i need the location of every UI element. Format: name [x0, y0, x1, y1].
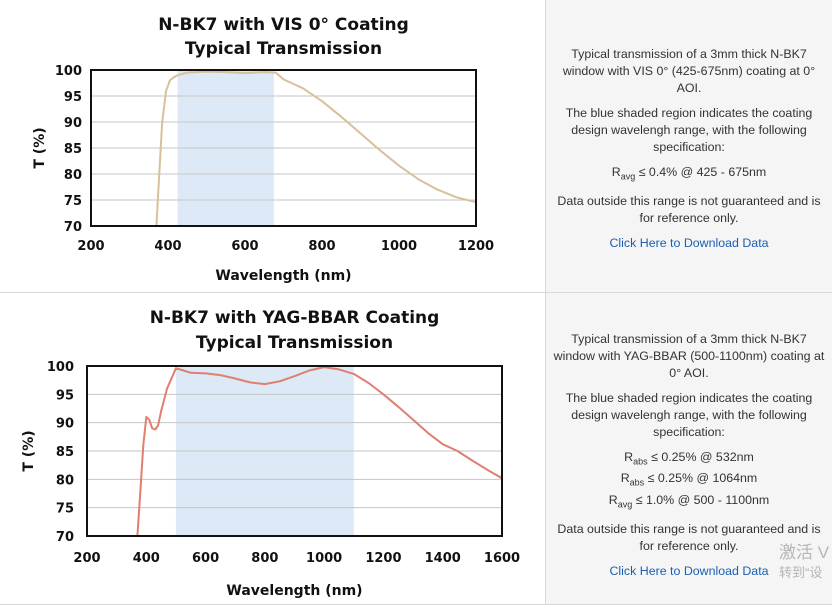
- y-axis-label: T (%): [32, 127, 48, 168]
- row-divider: [0, 604, 832, 605]
- spec-line: Rabs ≤ 0.25% @ 532nm: [624, 450, 754, 467]
- spec-symbol: R: [611, 165, 621, 179]
- y-tick-label: 100: [55, 64, 82, 79]
- spec-subscript: avg: [620, 171, 636, 182]
- transmission-line: [155, 70, 476, 226]
- chart-title-line: Typical Transmission: [185, 39, 382, 59]
- y-tick-label: 70: [56, 530, 74, 545]
- transmission-line: [136, 366, 502, 536]
- transmission-chart-yag-bbar: N-BK7 with YAG-BBAR Coating Typical Trans…: [21, 308, 520, 599]
- y-tick-label: 85: [64, 142, 82, 157]
- x-tick-label: 800: [251, 551, 278, 566]
- download-data-link[interactable]: Click Here to Download Data: [609, 236, 769, 251]
- plot-frame: [90, 69, 477, 227]
- spec-subscript: avg: [617, 499, 633, 510]
- x-axis-label: Wavelength (nm): [226, 583, 362, 599]
- shade-note: The blue shaded region indicates the coa…: [565, 391, 813, 439]
- x-tick-label: 1200: [365, 551, 401, 566]
- spec-symbol: R: [624, 450, 634, 464]
- chart-cell: N-BK7 with VIS 0° Coating Typical Transmi…: [0, 0, 545, 292]
- x-axis-label: Wavelength (nm): [215, 268, 351, 284]
- y-tick-label: 85: [56, 445, 74, 460]
- plot-frame: [86, 365, 503, 537]
- x-tick-label: 800: [308, 239, 335, 254]
- y-tick-label: 100: [47, 360, 74, 375]
- x-tick-label: 600: [192, 551, 219, 566]
- spec-value: ≤ 1.0% @ 500 - 1100nm: [635, 492, 770, 507]
- spec-list: Rabs ≤ 0.25% @ 532nm Rabs ≤ 0.25% @ 1064…: [552, 449, 826, 513]
- x-tick-label: 200: [73, 551, 100, 566]
- chart-title-line: Typical Transmission: [196, 333, 393, 353]
- disclaimer-text: Data outside this range is not guarantee…: [557, 522, 821, 554]
- spec-line: Ravg ≤ 1.0% @ 500 - 1100nm: [608, 492, 770, 510]
- spec-subscript: abs: [629, 477, 645, 488]
- spec-list: Ravg ≤ 0.4% @ 425 - 675nm: [552, 164, 826, 185]
- spec-line: Rabs ≤ 0.25% @ 1064nm: [620, 471, 758, 488]
- disclaimer-text: Data outside this range is not guarantee…: [557, 194, 821, 226]
- y-tick-label: 80: [64, 168, 82, 183]
- x-tick-label: 1200: [458, 239, 494, 254]
- chart-title-line: N-BK7 with YAG-BBAR Coating: [150, 308, 440, 328]
- y-tick-label: 95: [64, 90, 82, 105]
- spec-value: ≤ 0.25% @ 1064nm: [647, 471, 758, 486]
- download-data-link[interactable]: Click Here to Download Data: [609, 564, 769, 579]
- y-tick-label: 90: [56, 417, 74, 432]
- x-tick-label: 400: [154, 239, 181, 254]
- x-tick-label: 1000: [306, 551, 342, 566]
- description-block: Typical transmission of a 3mm thick N-BK…: [546, 46, 832, 252]
- transmission-chart-vis: N-BK7 with VIS 0° Coating Typical Transmi…: [32, 15, 494, 284]
- description-cell: Typical transmission of a 3mm thick N-BK…: [545, 293, 832, 605]
- description-text: Typical transmission of a 3mm thick N-BK…: [553, 332, 825, 380]
- spec-symbol: R: [620, 471, 630, 486]
- x-tick-label: 1000: [381, 239, 417, 254]
- product-row-yag-bbar-coating: N-BK7 with YAG-BBAR Coating Typical Trans…: [0, 292, 832, 605]
- y-tick-label: 80: [56, 473, 74, 488]
- product-row-vis-coating: N-BK7 with VIS 0° Coating Typical Transmi…: [0, 0, 832, 292]
- y-tick-label: 95: [56, 388, 74, 403]
- spec-line: Ravg ≤ 0.4% @ 425 - 675nm: [611, 165, 767, 182]
- y-tick-label: 90: [64, 116, 82, 131]
- x-tick-label: 400: [133, 551, 160, 566]
- activation-watermark-line1: 激活 V: [779, 543, 830, 562]
- y-axis-label: T (%): [21, 430, 37, 471]
- description-block: Typical transmission of a 3mm thick N-BK…: [546, 331, 832, 580]
- shade-note: The blue shaded region indicates the coa…: [565, 106, 813, 154]
- spec-subscript: abs: [633, 456, 648, 467]
- x-tick-label: 1600: [484, 551, 520, 566]
- activation-watermark-line2: 转到“设: [779, 565, 823, 580]
- y-tick-label: 75: [56, 502, 74, 517]
- description-text: Typical transmission of a 3mm thick N-BK…: [562, 47, 816, 95]
- chart-title-line: N-BK7 with VIS 0° Coating: [158, 15, 409, 35]
- x-tick-label: 600: [231, 239, 258, 254]
- y-tick-label: 70: [64, 220, 82, 235]
- description-cell: Typical transmission of a 3mm thick N-BK…: [545, 0, 832, 292]
- chart-cell: N-BK7 with YAG-BBAR Coating Typical Trans…: [0, 293, 545, 605]
- y-tick-label: 75: [64, 194, 82, 209]
- x-tick-label: 200: [77, 239, 104, 254]
- spec-value: ≤ 0.4% @ 425 - 675nm: [638, 165, 767, 179]
- spec-value: ≤ 0.25% @ 532nm: [651, 450, 754, 464]
- spec-symbol: R: [608, 492, 618, 507]
- x-tick-label: 1400: [425, 551, 461, 566]
